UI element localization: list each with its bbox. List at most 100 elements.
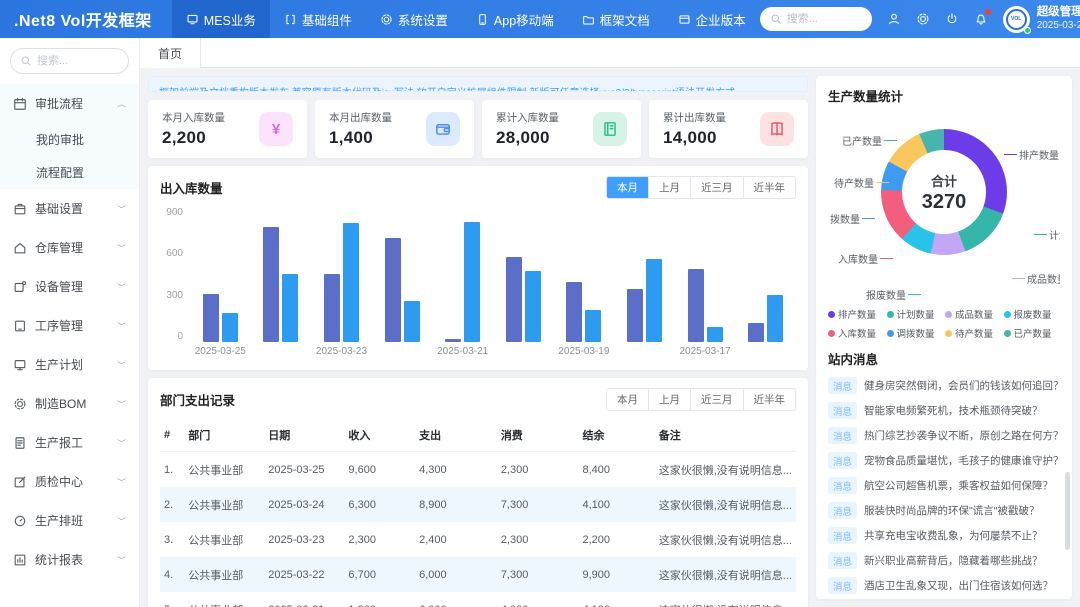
legend-item-已产数量[interactable]: 已产数量 [1004, 326, 1061, 340]
sidebar-item-report-work[interactable]: 生产报工﹀ [0, 423, 139, 462]
production-stats-title: 生产数量统计 [828, 86, 1060, 105]
message-item[interactable]: 消息酒店卫生乱象又现，出门住宿该如何选？ [828, 573, 1060, 598]
scrollbar-thumb[interactable] [1065, 472, 1070, 550]
sidebar-item-stat-report[interactable]: 统计报表﹀ [0, 540, 139, 579]
message-item[interactable]: 消息共享充电宝收费乱象，为何屡禁不止？ [828, 523, 1060, 548]
messages-title: 站内消息 [828, 349, 1060, 368]
tablet-icon [13, 319, 27, 333]
nav-item-mes[interactable]: MES业务 [172, 0, 270, 38]
nav-item-settings[interactable]: 系统设置 [366, 0, 462, 38]
legend-item-排产数量[interactable]: 排产数量 [828, 307, 885, 321]
sidebar-item-plan[interactable]: 生产计划﹀ [0, 345, 139, 384]
legend-item-调拨数量[interactable]: 调拨数量 [887, 326, 944, 340]
sidebar-item-shift[interactable]: 生产排班﹀ [0, 501, 139, 540]
folder-icon [582, 13, 595, 26]
range-tab-本月[interactable]: 本月 [607, 389, 648, 410]
user-icon[interactable] [887, 12, 901, 26]
sidebar-item-bom[interactable]: 制造BOM﹀ [0, 384, 139, 423]
stat-label: 本月入库数量 [162, 110, 225, 125]
range-tab-上月[interactable]: 上月 [648, 177, 690, 198]
table-cell: 2,400 [415, 522, 497, 557]
sidebar-subitem-my-approval[interactable]: 我的审批 [0, 123, 139, 156]
wallet-icon [426, 112, 460, 146]
stat-label: 累计出库数量 [663, 110, 726, 125]
sidebar-item-basic[interactable]: 基础设置﹀ [0, 189, 139, 228]
power-icon[interactable] [945, 12, 959, 26]
message-item[interactable]: 消息宠物食品质量堪忧，毛孩子的健康谁守护？ [828, 448, 1060, 473]
stat-card-0: 本月入库数量2,200¥ [148, 100, 307, 158]
table-cell: 9,900 [579, 557, 655, 592]
monitor2-icon [13, 358, 27, 372]
table-cell: 这家伙很懒,没有说明信息... [655, 522, 796, 557]
legend-item-入库数量[interactable]: 入库数量 [828, 326, 885, 340]
message-item[interactable]: 消息热门综艺抄袭争议不断，原创之路在何方？ [828, 423, 1060, 448]
user-menu[interactable]: VOL 超级管理员∨ 2025-03-25 22:19:08 [1003, 6, 1080, 33]
chart-title: 出入库数量 [160, 178, 223, 197]
sidebar-item-equipment[interactable]: 设备管理﹀ [0, 267, 139, 306]
nav-item-app[interactable]: App移动端 [462, 0, 568, 38]
table-cell: 这家伙很懒,没有说明信息... [655, 452, 796, 488]
legend-dot [828, 330, 835, 337]
message-item[interactable]: 消息服装快时尚品牌的环保"谎言"被戳破？ [828, 498, 1060, 523]
sidebar-search[interactable] [10, 48, 129, 74]
report-icon [13, 553, 27, 567]
table-cell: 8,400 [579, 452, 655, 488]
global-search[interactable] [760, 7, 872, 31]
table-cell: 4,300 [415, 452, 497, 488]
money-icon: ¥ [259, 112, 293, 146]
table-cell: 2,300 [344, 522, 415, 557]
message-item[interactable]: 消息智能家电频繁死机，技术瓶颈待突破？ [828, 398, 1060, 423]
sidebar-item-quality[interactable]: 质检中心﹀ [0, 462, 139, 501]
chevron-down-icon: ﹀ [117, 398, 126, 408]
range-tab-近三月[interactable]: 近三月 [690, 177, 743, 198]
monitor-icon [186, 13, 199, 26]
nav-item-components[interactable]: 基础组件 [270, 0, 366, 38]
table-cell: 3. [160, 522, 184, 557]
message-item[interactable]: 消息新兴职业高薪背后，隐藏着哪些挑战？ [828, 548, 1060, 573]
legend-item-成品数量[interactable]: 成品数量 [945, 307, 1002, 321]
donut-callout: 拨数量 [830, 211, 875, 226]
message-item[interactable]: 消息健身房突然倒闭，会员们的钱该如何追回？ [828, 373, 1060, 398]
sidebar-item-warehouse[interactable]: 仓库管理﹀ [0, 228, 139, 267]
sidebar-subitem-flow-config[interactable]: 流程配置 [0, 156, 139, 189]
home-icon [13, 241, 27, 255]
nav-item-enterprise[interactable]: 企业版本 [664, 0, 760, 38]
chevron-down-icon: ﹀ [117, 281, 126, 291]
bar [385, 238, 401, 342]
global-search-input[interactable] [787, 13, 859, 25]
chevron-down-icon: ﹀ [117, 320, 126, 330]
legend-item-计划数量[interactable]: 计划数量 [887, 307, 944, 321]
table-cell: 2,200 [579, 522, 655, 557]
tab-home[interactable]: 首页 [140, 38, 201, 68]
sidebar-search-input[interactable] [37, 55, 121, 67]
notification-dot [985, 9, 991, 15]
sidebar-item-process[interactable]: 工序管理﹀ [0, 306, 139, 345]
settings-icon[interactable] [916, 12, 930, 26]
nav-item-docs[interactable]: 框架文档 [568, 0, 664, 38]
table-cell: 4. [160, 557, 184, 592]
right-panel: 生产数量统计 合计 3270 已产数量排产数量计划数量成品数量报废数量入库数量拨… [816, 76, 1072, 599]
range-tab-本月[interactable]: 本月 [607, 177, 648, 198]
sidebar: 审批流程︿我的审批流程配置基础设置﹀仓库管理﹀设备管理﹀工序管理﹀生产计划﹀制造… [0, 38, 140, 607]
table-cell: 公共事业部 [184, 452, 264, 488]
bar [566, 282, 582, 342]
message-item[interactable]: 消息航空公司超售机票，乘客权益如何保障？ [828, 473, 1060, 498]
sidebar-group-bom: 制造BOM﹀ [0, 384, 139, 423]
range-tab-近半年[interactable]: 近半年 [743, 389, 796, 410]
brackets-icon [284, 13, 297, 26]
range-tab-近三月[interactable]: 近三月 [690, 389, 743, 410]
main-nav: MES业务基础组件系统设置App移动端框架文档企业版本 [172, 0, 760, 38]
bar-group-2025-03-25 [203, 294, 238, 342]
stat-value: 28,000 [496, 128, 559, 148]
range-tab-近半年[interactable]: 近半年 [743, 177, 796, 198]
legend-item-报废数量[interactable]: 报废数量 [1004, 307, 1061, 321]
range-tab-上月[interactable]: 上月 [648, 389, 690, 410]
sidebar-item-approval[interactable]: 审批流程︿ [0, 84, 139, 123]
legend-item-待产数量[interactable]: 待产数量 [945, 326, 1002, 340]
notification-bell-icon[interactable] [974, 12, 988, 26]
table-cell: 8,900 [415, 487, 497, 522]
workspace: 审批流程︿我的审批流程配置基础设置﹀仓库管理﹀设备管理﹀工序管理﹀生产计划﹀制造… [0, 38, 1080, 607]
bar [506, 257, 522, 342]
chart-range-tabs: 本月上月近三月近半年 [606, 176, 796, 199]
donut-chart: 合计 3270 已产数量排产数量计划数量成品数量报废数量入库数量拨数量待产数量 [828, 105, 1060, 303]
